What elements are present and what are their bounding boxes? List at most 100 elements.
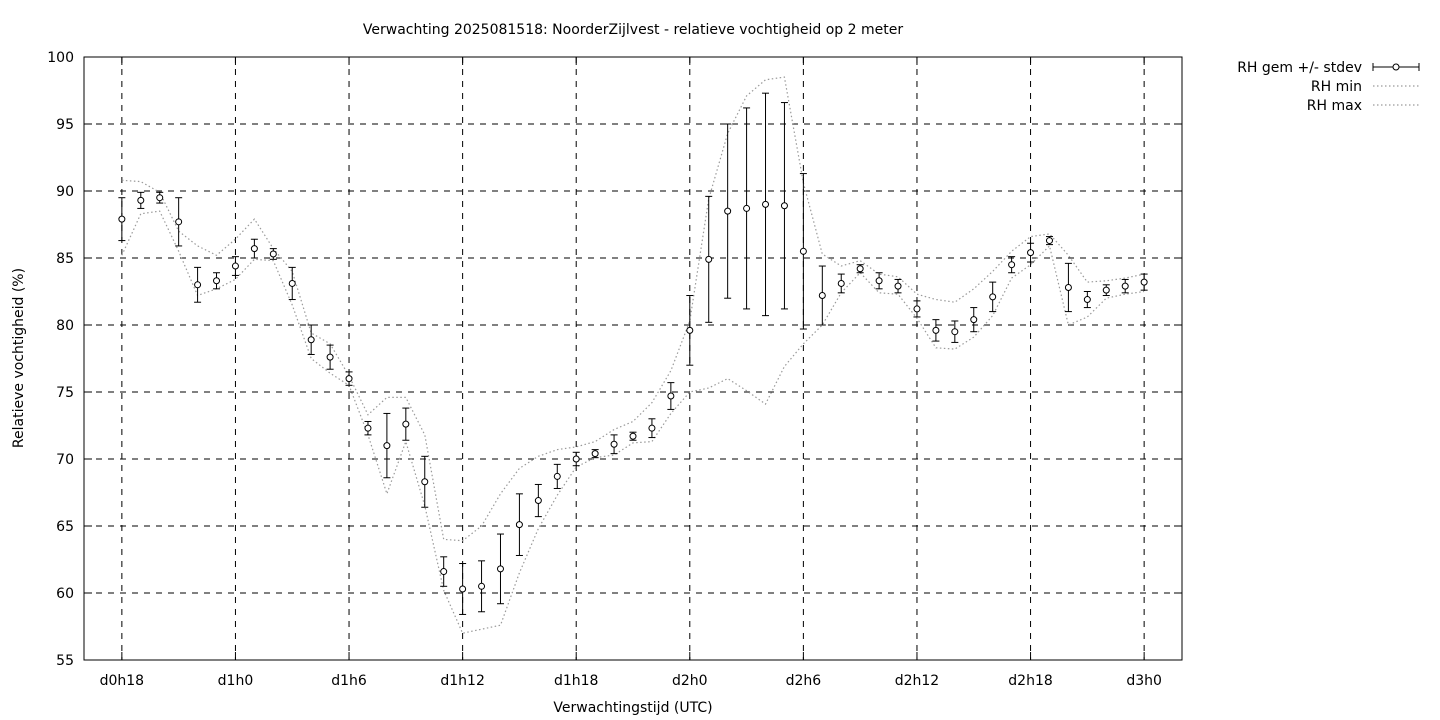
- mean-point: [326, 353, 334, 361]
- mean-point: [269, 250, 277, 258]
- y-tick-label: 75: [56, 385, 74, 401]
- y-tick-label: 70: [56, 452, 74, 468]
- errorbar-point: [364, 420, 372, 436]
- y-tick-label: 65: [56, 519, 74, 535]
- errorbar-point: [629, 431, 637, 441]
- mean-point: [345, 375, 353, 383]
- mean-point: [913, 305, 921, 313]
- errorbar-point: [875, 272, 883, 290]
- errorbar-point: [250, 238, 258, 259]
- errorbar-point: [686, 295, 694, 366]
- errorbar-point: [1102, 284, 1110, 297]
- mean-point: [1102, 286, 1110, 294]
- mean-point: [780, 202, 788, 210]
- mean-point: [591, 450, 599, 458]
- mean-point: [989, 293, 997, 301]
- mean-point: [307, 336, 315, 344]
- x-tick-label: d1h0: [218, 673, 254, 689]
- errorbar-point: [970, 307, 978, 333]
- errorbar-point: [440, 556, 448, 587]
- errorbar-point: [856, 264, 864, 274]
- errorbar-point: [231, 256, 239, 276]
- mean-point: [951, 328, 959, 336]
- x-tick-label: d2h12: [895, 673, 939, 689]
- mean-point: [648, 424, 656, 432]
- legend-entry: RH gem +/- stdev: [1237, 60, 1420, 76]
- errorbar-point: [213, 272, 221, 290]
- x-tick-label: d0h18: [100, 673, 144, 689]
- errorbar-point: [913, 300, 921, 318]
- errorbar-point: [459, 563, 467, 615]
- x-tick-label: d3h0: [1126, 673, 1162, 689]
- mean-point: [762, 200, 770, 208]
- errorbar-point: [175, 197, 183, 247]
- mean-point: [970, 316, 978, 324]
- chart-title: Verwachting 2025081518: NoorderZijlvest …: [363, 22, 903, 38]
- errorbar-point: [743, 107, 751, 310]
- y-tick-label: 85: [56, 251, 74, 267]
- mean-point: [288, 279, 296, 287]
- errorbar-point: [1140, 273, 1148, 291]
- errorbar-point: [156, 191, 164, 204]
- x-tick-label: d2h6: [786, 673, 822, 689]
- y-tick-label: 55: [56, 653, 74, 669]
- errorbar-point: [288, 266, 296, 301]
- mean-point: [1008, 261, 1016, 269]
- mean-point: [402, 420, 410, 428]
- mean-point: [175, 218, 183, 226]
- mean-point: [421, 478, 429, 486]
- errorbar-point: [1121, 278, 1129, 294]
- errorbar-point: [762, 92, 770, 317]
- errorbar-point: [402, 407, 410, 441]
- errorbar-point: [1027, 242, 1035, 263]
- legend-label: RH gem +/- stdev: [1237, 60, 1362, 76]
- mean-point: [459, 585, 467, 593]
- mean-point: [1083, 296, 1091, 304]
- errorbar-point: [345, 371, 353, 386]
- legend-entry: RH min: [1311, 79, 1419, 95]
- mean-point: [837, 279, 845, 287]
- plot-frame: [83, 56, 1183, 661]
- errorbar-point: [553, 463, 561, 489]
- mean-point: [364, 424, 372, 432]
- y-tick-label: 80: [56, 318, 74, 334]
- mean-point: [496, 565, 504, 573]
- legend: RH gem +/- stdev RH min RH max: [1237, 60, 1420, 114]
- mean-point: [629, 432, 637, 440]
- errorbar-point: [780, 102, 788, 310]
- errorbar-point: [194, 266, 202, 303]
- grid-lines: [84, 57, 1182, 660]
- mean-point: [1140, 278, 1148, 286]
- errorbar-point: [610, 434, 618, 455]
- mean-point: [534, 497, 542, 505]
- errorbar-point: [837, 273, 845, 294]
- errorbar-point: [1083, 291, 1091, 309]
- errorbar-point: [572, 451, 580, 467]
- mean-point: [440, 568, 448, 576]
- mean-point: [667, 392, 675, 400]
- errorbar-point: [1008, 256, 1016, 274]
- x-axis-label: Verwachtingstijd (UTC): [553, 700, 712, 716]
- y-axis-label: Relatieve vochtigheid (%): [11, 268, 27, 448]
- mean-point: [213, 277, 221, 285]
- mean-point: [1121, 282, 1129, 290]
- mean-point: [194, 281, 202, 289]
- errorbar-point: [1064, 262, 1072, 313]
- mean-point: [383, 442, 391, 450]
- y-axis: 55 60 65 70 75 80 85 90 95 100: [47, 50, 1182, 669]
- mean-point: [818, 292, 826, 300]
- mean-point: [137, 196, 145, 204]
- legend-marker: [1392, 63, 1400, 71]
- mean-point: [610, 440, 618, 448]
- mean-point: [118, 215, 126, 223]
- legend-label: RH max: [1307, 98, 1362, 114]
- y-tick-label: 95: [56, 117, 74, 133]
- mean-point: [686, 326, 694, 334]
- mean-point: [705, 255, 713, 263]
- errorbar-point: [894, 278, 902, 294]
- mean-point: [743, 204, 751, 212]
- errorbar-point: [326, 344, 334, 370]
- x-tick-label: d2h18: [1008, 673, 1052, 689]
- errorbar-point: [307, 324, 315, 355]
